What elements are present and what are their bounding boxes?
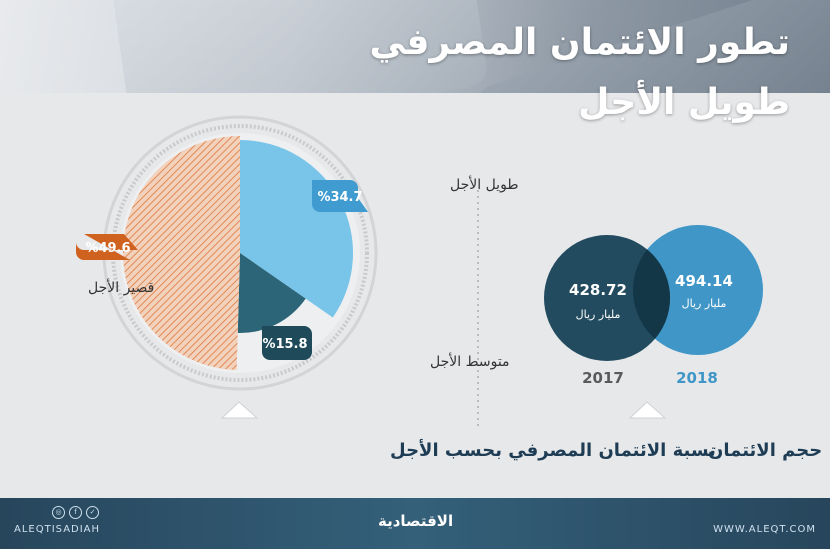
pie-slice-short-term xyxy=(122,136,240,370)
badge-short-term xyxy=(76,234,138,260)
social-handle: ALEQTISADIAH xyxy=(14,524,101,535)
twitter-icon[interactable]: ✓ xyxy=(86,506,99,519)
facebook-icon[interactable]: f xyxy=(69,506,82,519)
unit-2017: مليار ريال xyxy=(576,308,621,321)
unit-2018: مليار ريال xyxy=(682,297,727,310)
social-icons: ◎ f ✓ xyxy=(52,506,99,519)
badge-long-term xyxy=(312,180,368,212)
bubble-section-pointer xyxy=(628,401,667,419)
website-url[interactable]: WWW.ALEQT.COM xyxy=(713,524,816,535)
badge-long-text: %34.7 xyxy=(317,190,362,205)
page-title-line2: طويل الأجل xyxy=(578,82,790,123)
pie-slice-medium-term xyxy=(237,253,306,333)
slice-label-short: قصير الأجل xyxy=(88,278,154,296)
year-2017-label: 2017 xyxy=(582,369,624,387)
pie-section-pointer xyxy=(220,401,259,419)
instagram-icon[interactable]: ◎ xyxy=(52,506,65,519)
bubble-2018 xyxy=(633,225,763,355)
bubble-section-title: حجم الائتمان xyxy=(708,440,822,461)
page-title-line1: تطور الائتمان المصرفي xyxy=(369,22,790,63)
badge-medium-text: %15.8 xyxy=(262,337,307,352)
slice-label-long: طويل الأجل xyxy=(450,175,518,193)
brand-logo: الاقتصادية xyxy=(378,512,454,530)
slice-label-medium: متوسط الأجل xyxy=(430,352,510,370)
year-2018-label: 2018 xyxy=(676,369,718,387)
value-2017: 428.72 xyxy=(569,281,627,299)
badge-medium-term xyxy=(262,326,312,360)
footer-bar: ◎ f ✓ ALEQTISADIAH الاقتصادية WWW.ALEQT.… xyxy=(0,498,830,549)
infographic-canvas: 428.72 مليار ريال 494.14 مليار ريال 2017… xyxy=(76,115,822,461)
bubble-overlap xyxy=(633,249,670,339)
pie-dotted-ring xyxy=(111,124,369,382)
value-2018: 494.14 xyxy=(675,272,733,290)
pie-section-title: نسبة الائتمان المصرفي بحسب الأجل xyxy=(390,439,716,461)
badge-short-text: %49.6 xyxy=(85,241,130,256)
